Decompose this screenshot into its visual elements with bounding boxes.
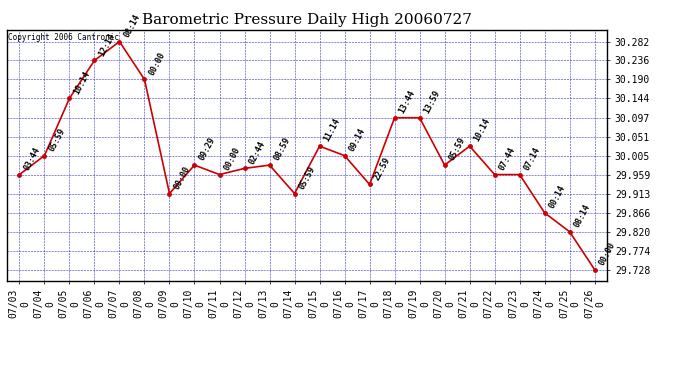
- Text: 05:59: 05:59: [447, 136, 467, 162]
- Text: 03:44: 03:44: [22, 146, 42, 172]
- Text: 05:59: 05:59: [47, 126, 67, 153]
- Text: 00:00: 00:00: [222, 146, 242, 172]
- Text: 08:14: 08:14: [122, 12, 142, 39]
- Text: 08:59: 08:59: [273, 136, 292, 162]
- Title: Barometric Pressure Daily High 20060727: Barometric Pressure Daily High 20060727: [142, 13, 472, 27]
- Text: 00:00: 00:00: [147, 50, 167, 76]
- Text: 00:14: 00:14: [547, 184, 567, 210]
- Text: 08:14: 08:14: [573, 203, 592, 229]
- Text: 07:44: 07:44: [497, 146, 517, 172]
- Text: 22:59: 22:59: [373, 155, 392, 182]
- Text: 09:29: 09:29: [197, 136, 217, 162]
- Text: 13:59: 13:59: [422, 88, 442, 115]
- Text: 12:14: 12:14: [97, 32, 117, 58]
- Text: 02:44: 02:44: [247, 140, 267, 166]
- Text: 09:14: 09:14: [347, 126, 367, 153]
- Text: 10:14: 10:14: [473, 117, 492, 143]
- Text: Copyright 2006 Cantronic: Copyright 2006 Cantronic: [8, 33, 119, 42]
- Text: 07:14: 07:14: [522, 146, 542, 172]
- Text: 10:14: 10:14: [72, 69, 92, 96]
- Text: 11:14: 11:14: [322, 117, 342, 143]
- Text: 00:00: 00:00: [598, 241, 617, 267]
- Text: 13:44: 13:44: [397, 88, 417, 115]
- Text: 00:00: 00:00: [172, 165, 192, 191]
- Text: 05:59: 05:59: [297, 165, 317, 191]
